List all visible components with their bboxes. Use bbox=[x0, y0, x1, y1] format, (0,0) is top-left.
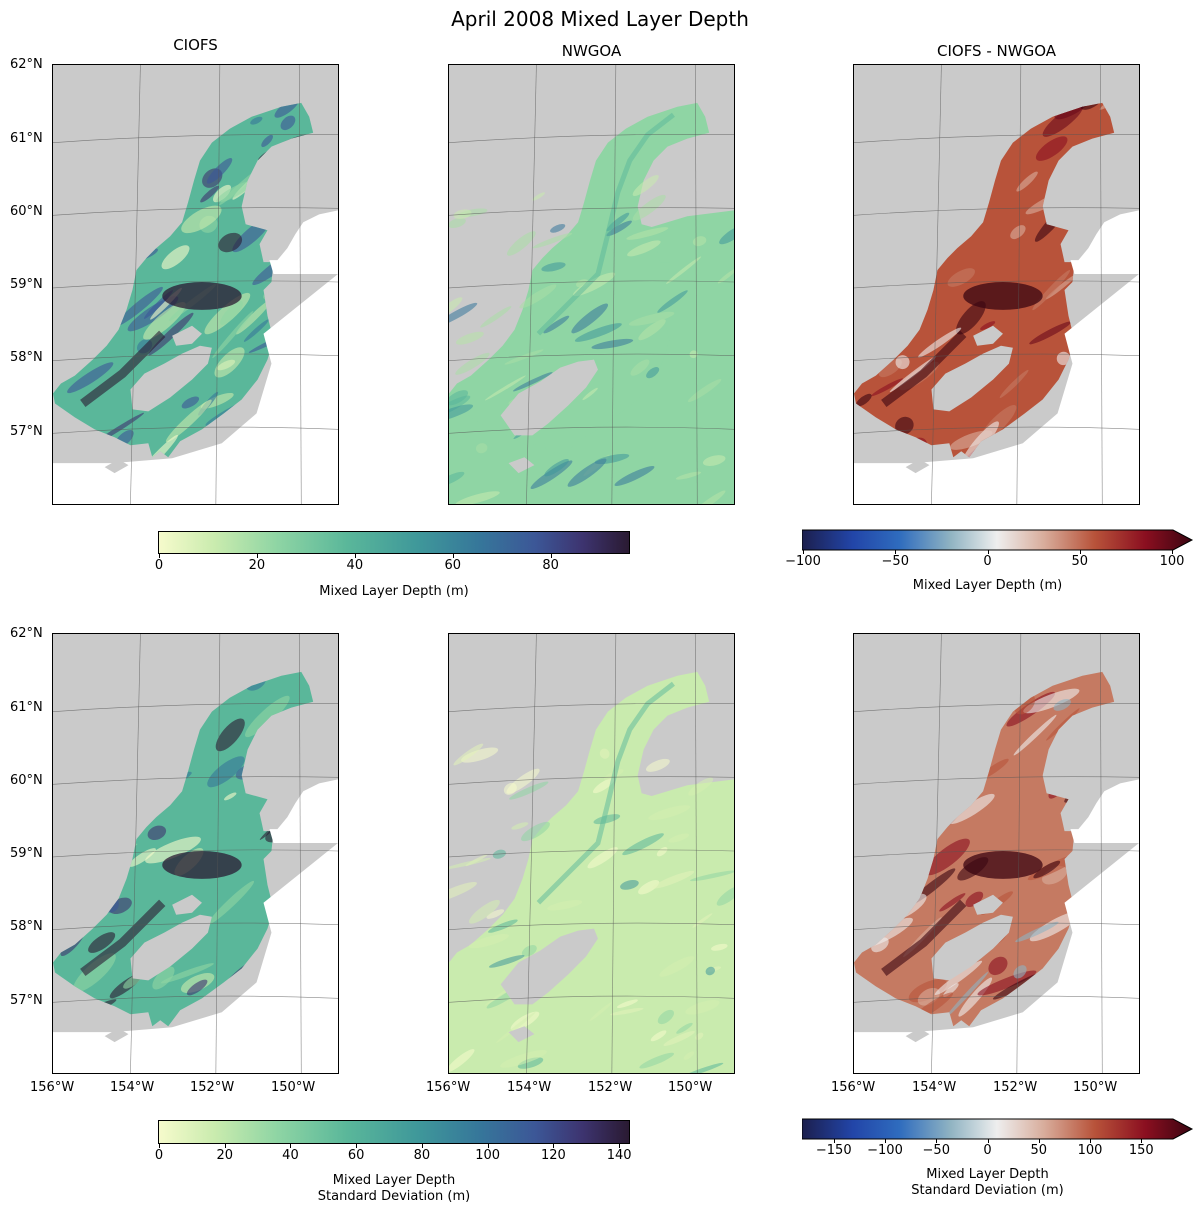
lon-tick-154-middle: 154°W bbox=[507, 1080, 552, 1095]
colorbar-std-tickmark bbox=[553, 1144, 555, 1148]
lon-tick-150-right: 150°W bbox=[1073, 1080, 1118, 1095]
colorbar-mean-diff-tick-label: 100 bbox=[1159, 554, 1185, 569]
colorbar-mean-diff-tickmark bbox=[1172, 550, 1173, 554]
colorbar-std-tickmark bbox=[159, 1144, 160, 1148]
colorbar-mean-diff-tickmark bbox=[987, 550, 989, 554]
lon-tick-150-middle: 150°W bbox=[668, 1080, 713, 1095]
colorbar-std-label-line2: Standard Deviation (m) bbox=[317, 1189, 471, 1204]
colorbar-std-diff-tickmark bbox=[936, 1139, 938, 1143]
colorbar-mean-tick-label: 40 bbox=[346, 558, 364, 573]
colorbar-mean-tickmark bbox=[452, 554, 454, 558]
lat-tick-61-bottom: 61°N bbox=[10, 700, 43, 715]
colorbar-std-tick-label: 60 bbox=[347, 1148, 365, 1163]
colorbar-std-tickmark bbox=[224, 1144, 226, 1148]
map-ciofs-std bbox=[52, 633, 339, 1074]
lat-tick-57-bottom: 57°N bbox=[10, 993, 43, 1008]
colorbar-mean-tickmark bbox=[256, 554, 258, 558]
colorbar-std-label-line1: Mixed Layer Depth bbox=[332, 1173, 456, 1188]
colorbar-std-diff-tickmark bbox=[885, 1139, 886, 1143]
lon-tick-152-middle: 152°W bbox=[588, 1080, 633, 1095]
column-title-nwgoa: NWGOA bbox=[561, 42, 622, 60]
colorbar-std-tick-label: 100 bbox=[475, 1148, 501, 1163]
colorbar-std-tickmark bbox=[487, 1144, 489, 1148]
colorbar-std-diff-tick-label: 50 bbox=[1030, 1143, 1048, 1158]
lon-tick-154-left: 154°W bbox=[110, 1080, 155, 1095]
lat-tick-58-top: 58°N bbox=[10, 350, 43, 365]
colorbar-std bbox=[158, 1120, 630, 1144]
colorbar-mean-diff-tickmark bbox=[803, 550, 804, 554]
colorbar-std-tickmark bbox=[619, 1144, 621, 1148]
lon-tick-152-right: 152°W bbox=[993, 1080, 1038, 1095]
lat-tick-57-top: 57°N bbox=[10, 424, 43, 439]
lon-tick-156-right: 156°W bbox=[831, 1080, 876, 1095]
colorbar-mean-tick-label: 80 bbox=[542, 558, 559, 573]
colorbar-mean-diff bbox=[802, 529, 1194, 551]
colorbar-mean-tick-label: 0 bbox=[154, 558, 164, 573]
lon-tick-152-left: 152°W bbox=[190, 1080, 235, 1095]
lon-tick-156-middle: 156°W bbox=[426, 1080, 471, 1095]
colorbar-std-diff-label-line1: Mixed Layer Depth bbox=[926, 1167, 1049, 1182]
colorbar-mean-tickmark bbox=[354, 554, 356, 558]
colorbar-std-diff-label: Mixed Layer Depth Standard Deviation (m) bbox=[802, 1167, 1173, 1199]
colorbar-std-tick-label: 0 bbox=[154, 1148, 164, 1163]
colorbar-std-diff-tick-label: −100 bbox=[867, 1143, 903, 1158]
map-difference-mean bbox=[853, 64, 1140, 505]
colorbar-mean-diff-tick-label: 0 bbox=[983, 554, 992, 569]
figure-title: April 2008 Mixed Layer Depth bbox=[451, 7, 749, 31]
column-title-ciofs: CIOFS bbox=[173, 36, 218, 54]
colorbar-mean-diff-tick-label: −100 bbox=[785, 554, 821, 569]
lat-tick-59-bottom: 59°N bbox=[10, 846, 43, 861]
colorbar-mean-label: Mixed Layer Depth (m) bbox=[319, 584, 469, 599]
colorbar-std-diff-tickmark bbox=[1090, 1139, 1091, 1143]
colorbar-std-tick-label: 80 bbox=[413, 1148, 431, 1163]
colorbar-mean-tickmark bbox=[159, 554, 160, 558]
lat-tick-61-top: 61°N bbox=[10, 131, 43, 146]
colorbar-std-diff-tick-label: 0 bbox=[983, 1143, 992, 1158]
colorbar-std-diff-tickmark bbox=[1141, 1139, 1143, 1143]
colorbar-std-tick-label: 140 bbox=[606, 1148, 632, 1163]
map-nwgoa-std bbox=[448, 633, 735, 1074]
colorbar-mean-diff-tickmark bbox=[1079, 550, 1081, 554]
colorbar-std-diff-tick-label: −150 bbox=[815, 1143, 852, 1158]
lon-tick-156-left: 156°W bbox=[30, 1080, 75, 1095]
colorbar-std-diff-tickmark bbox=[987, 1139, 989, 1143]
colorbar-mean-diff-label: Mixed Layer Depth (m) bbox=[912, 578, 1063, 593]
colorbar-std-diff-tickmark bbox=[833, 1139, 835, 1143]
colorbar-mean bbox=[158, 531, 630, 554]
column-title-difference: CIOFS - NWGOA bbox=[936, 42, 1057, 60]
lon-tick-150-left: 150°W bbox=[271, 1080, 316, 1095]
map-ciofs-mean bbox=[52, 64, 339, 505]
colorbar-std-label: Mixed Layer Depth Standard Deviation (m) bbox=[158, 1173, 630, 1205]
colorbar-std-tickmark bbox=[356, 1144, 358, 1148]
colorbar-mean-tick-label: 60 bbox=[444, 558, 462, 573]
map-nwgoa-mean bbox=[448, 64, 735, 505]
colorbar-mean-diff-tick-label: 50 bbox=[1071, 554, 1089, 569]
lat-tick-60-top: 60°N bbox=[10, 204, 43, 219]
colorbar-std-tickmark bbox=[290, 1144, 292, 1148]
colorbar-std-diff-label-line2: Standard Deviation (m) bbox=[911, 1183, 1064, 1198]
colorbar-std-diff-tick-label: −50 bbox=[922, 1143, 950, 1158]
colorbar-std-tickmark bbox=[421, 1144, 423, 1148]
colorbar-std-diff bbox=[802, 1118, 1194, 1140]
colorbar-mean-diff-tick-label: −50 bbox=[881, 554, 909, 569]
colorbar-std-diff-tick-label: 150 bbox=[1128, 1143, 1154, 1158]
colorbar-std-tick-label: 40 bbox=[282, 1148, 299, 1163]
colorbar-mean-tickmark bbox=[550, 554, 552, 558]
colorbar-std-diff-tickmark bbox=[1038, 1139, 1040, 1143]
lat-tick-58-bottom: 58°N bbox=[10, 919, 43, 934]
colorbar-std-diff-tick-label: 100 bbox=[1077, 1143, 1103, 1158]
lat-tick-62-top: 62°N bbox=[10, 57, 43, 72]
colorbar-std-tick-label: 20 bbox=[216, 1148, 233, 1163]
colorbar-std-tick-label: 120 bbox=[540, 1148, 566, 1163]
lat-tick-60-bottom: 60°N bbox=[10, 773, 43, 788]
colorbar-mean-diff-tickmark bbox=[895, 550, 897, 554]
lon-tick-154-right: 154°W bbox=[912, 1080, 957, 1095]
colorbar-mean-tick-label: 20 bbox=[248, 558, 266, 573]
map-difference-std bbox=[853, 633, 1140, 1074]
lat-tick-62-bottom: 62°N bbox=[10, 626, 43, 641]
lat-tick-59-top: 59°N bbox=[10, 277, 43, 292]
